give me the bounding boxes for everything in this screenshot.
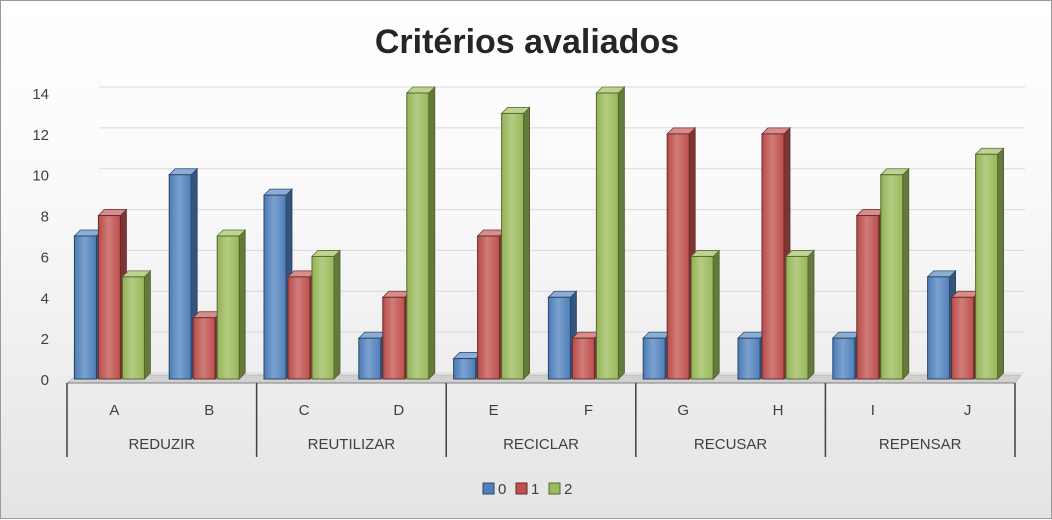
bar-D-series-2 bbox=[405, 86, 436, 380]
bar-B-series-2 bbox=[216, 229, 247, 380]
y-axis-ticks: 0 2 4 6 8 10 12 14 bbox=[32, 86, 49, 389]
bar-B-series-0 bbox=[168, 167, 199, 380]
x-tick-label: I bbox=[871, 402, 875, 419]
bar-I-series-2 bbox=[879, 167, 910, 380]
y-tick-label: 12 bbox=[32, 127, 49, 144]
y-tick-label: 6 bbox=[41, 249, 49, 266]
x-tick-label: E bbox=[489, 402, 499, 419]
group-label: REUTILIZAR bbox=[308, 436, 396, 453]
x-tick-label: B bbox=[204, 402, 214, 419]
group-label: REPENSAR bbox=[879, 436, 962, 453]
legend: 0 1 2 bbox=[482, 481, 572, 498]
y-tick-label: 14 bbox=[32, 86, 49, 103]
bar-J-series-2 bbox=[974, 147, 1005, 380]
y-tick-label: 2 bbox=[41, 331, 49, 348]
legend-label: 1 bbox=[531, 481, 539, 498]
bar-H-series-2 bbox=[785, 249, 815, 380]
x-tick-label: F bbox=[584, 402, 593, 419]
y-tick-label: 8 bbox=[41, 209, 49, 226]
group-label: REDUZIR bbox=[128, 436, 195, 453]
legend-swatch bbox=[515, 482, 528, 495]
x-tick-label: J bbox=[964, 402, 972, 419]
group-label: RECICLAR bbox=[503, 436, 579, 453]
y-tick-label: 0 bbox=[41, 372, 49, 389]
legend-swatch bbox=[548, 482, 561, 495]
bar-A-series-2 bbox=[121, 269, 152, 380]
legend-label: 0 bbox=[498, 481, 506, 498]
legend-item-0: 0 bbox=[482, 481, 506, 498]
bar-G-series-2 bbox=[690, 249, 721, 380]
chart-title: Critérios avaliados bbox=[375, 23, 679, 61]
bar-F-series-2 bbox=[595, 86, 626, 380]
legend-label: 2 bbox=[564, 481, 572, 498]
bar-C-series-2 bbox=[311, 249, 341, 380]
x-tick-label: G bbox=[677, 402, 689, 419]
legend-item-2: 2 bbox=[548, 481, 572, 498]
x-tick-label: C bbox=[299, 402, 310, 419]
x-tick-label: H bbox=[773, 402, 784, 419]
y-tick-label: 10 bbox=[32, 168, 49, 185]
y-tick-label: 4 bbox=[41, 290, 49, 307]
bar-G-series-1 bbox=[666, 126, 697, 380]
x-tick-label: D bbox=[393, 402, 404, 419]
bar-E-series-2 bbox=[500, 106, 531, 380]
group-label: RECUSAR bbox=[694, 436, 768, 453]
legend-swatch bbox=[482, 482, 495, 495]
legend-item-1: 1 bbox=[515, 481, 539, 498]
bars bbox=[73, 86, 1005, 380]
x-axis: A B C D E F G H I J REDUZIR REUTILIZAR RECICLAR RECUS… bbox=[66, 382, 1016, 457]
x-tick-label: A bbox=[109, 402, 119, 419]
